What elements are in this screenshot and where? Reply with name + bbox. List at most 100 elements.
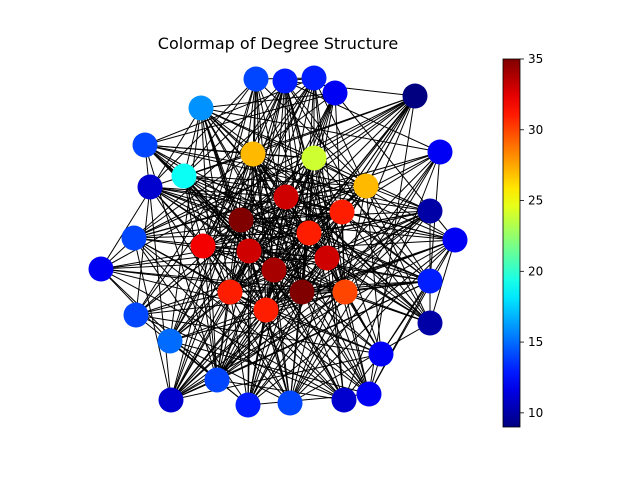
- network-edge: [380, 280, 431, 355]
- network-edge: [170, 153, 254, 401]
- network-edge: [313, 157, 456, 241]
- network-edge: [341, 211, 431, 282]
- network-edge: [429, 239, 456, 324]
- network-edge: [216, 291, 303, 381]
- network-edge: [100, 268, 345, 401]
- network-edge: [216, 250, 250, 381]
- network-edge: [252, 92, 336, 155]
- network-node: [273, 184, 299, 210]
- network-node: [417, 198, 443, 224]
- network-node: [123, 302, 149, 328]
- network-edge: [229, 291, 370, 395]
- network-node: [190, 233, 216, 259]
- network-node: [272, 68, 298, 94]
- network-edge: [149, 186, 310, 234]
- network-node: [417, 268, 443, 294]
- network-edge: [216, 291, 346, 381]
- network-edge: [289, 257, 328, 404]
- network-edge: [135, 314, 382, 355]
- network-edge: [169, 340, 370, 395]
- network-edge: [216, 196, 287, 381]
- network-edge: [100, 250, 250, 270]
- network-node: [188, 95, 214, 121]
- network-edge: [170, 219, 242, 401]
- network-node: [236, 238, 262, 264]
- network-edge: [135, 219, 242, 316]
- network-edge: [170, 291, 346, 401]
- network-edge: [289, 291, 346, 404]
- network-node: [240, 141, 266, 167]
- network-edge: [135, 280, 431, 316]
- network-edge: [301, 291, 382, 355]
- colorbar-ticks: 10 15 20 25 30 35: [520, 52, 543, 420]
- colorbar-tick-label: 30: [528, 123, 543, 137]
- network-node: [132, 132, 158, 158]
- network-node: [157, 328, 183, 354]
- network-edge: [265, 309, 291, 404]
- network-edge: [301, 280, 431, 293]
- network-edge: [202, 78, 257, 247]
- network-node: [228, 207, 254, 233]
- network-node: [217, 279, 243, 305]
- network-edge: [133, 153, 254, 239]
- network-node: [368, 341, 394, 367]
- network-edge: [100, 268, 303, 293]
- network-node: [261, 257, 287, 283]
- network-edge: [133, 237, 172, 401]
- network-edge: [247, 309, 267, 406]
- colorbar-tick-label: 20: [528, 264, 543, 278]
- network-node: [353, 173, 379, 199]
- network-edge: [344, 291, 431, 324]
- network-edge: [313, 157, 382, 355]
- network-node: [121, 225, 147, 251]
- network-edge: [149, 186, 287, 198]
- network-edge: [216, 269, 275, 381]
- network-edge: [368, 280, 431, 395]
- network-edge: [229, 280, 431, 293]
- node-layer: [88, 65, 468, 418]
- network-edge: [252, 153, 275, 271]
- network-edge: [133, 157, 315, 239]
- network-edge: [200, 107, 315, 159]
- network-edge: [326, 210, 431, 259]
- network-node: [296, 220, 322, 246]
- network-edge: [183, 175, 431, 212]
- network-edge: [265, 211, 343, 311]
- network-edge: [183, 175, 343, 213]
- network-edge: [169, 250, 250, 342]
- network-edge: [341, 211, 456, 241]
- network-edge: [252, 153, 343, 213]
- network-node: [322, 80, 348, 106]
- network-edge: [289, 239, 456, 404]
- network-node: [332, 279, 358, 305]
- colorbar-tick-label: 15: [528, 335, 543, 349]
- network-node: [158, 387, 184, 413]
- network-edge: [365, 185, 431, 282]
- network-edge: [135, 291, 231, 316]
- network-edge: [133, 237, 345, 401]
- network-node: [289, 279, 315, 305]
- network-edge: [202, 211, 343, 247]
- network-edge: [247, 232, 310, 406]
- network-node: [171, 163, 197, 189]
- colorbar-tick-label: 10: [528, 406, 543, 420]
- network-edge: [216, 309, 267, 381]
- network-edge: [308, 232, 431, 282]
- colorbar-tick-label: 25: [528, 194, 543, 208]
- network-edge: [202, 157, 315, 247]
- network-node: [314, 245, 340, 271]
- network-edge: [133, 77, 315, 239]
- network-node: [243, 66, 269, 92]
- network-edge: [202, 185, 367, 247]
- network-edge: [285, 185, 367, 198]
- network-edge: [133, 95, 416, 239]
- network-node: [331, 387, 357, 413]
- network-edge: [202, 245, 218, 381]
- network-edge: [313, 95, 416, 159]
- network-node: [356, 381, 382, 407]
- network-edge: [216, 379, 345, 401]
- network-edge: [344, 185, 367, 293]
- network-edge: [229, 291, 382, 355]
- network-node: [427, 139, 453, 165]
